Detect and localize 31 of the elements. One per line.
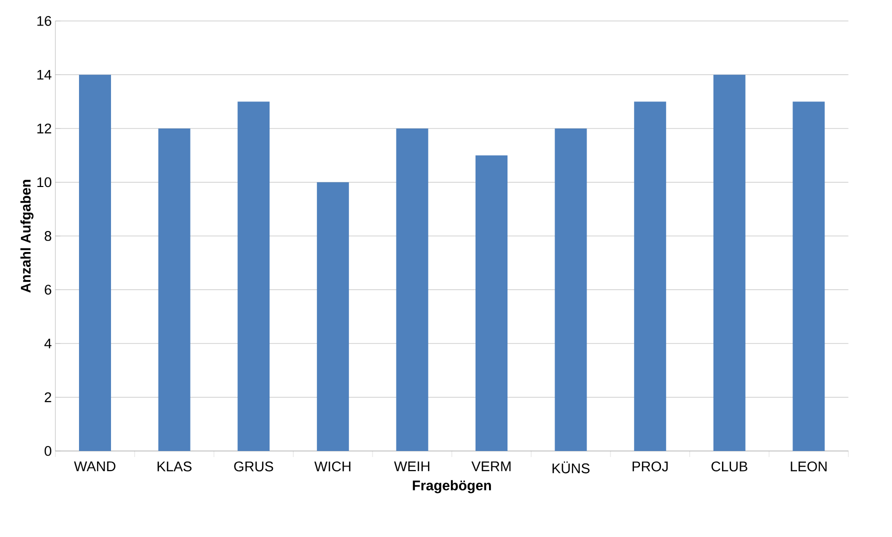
y-tick-label: 6	[44, 284, 52, 295]
y-tick-label: 4	[44, 338, 52, 348]
bar	[792, 102, 825, 451]
x-tick-label: KLAS	[158, 461, 192, 472]
x-tick-label: KÜNS	[552, 462, 590, 474]
x-tick-label: WICH	[314, 461, 350, 472]
bar	[554, 128, 587, 451]
bar	[396, 128, 428, 451]
x-tick-label: WEIH	[394, 462, 430, 472]
x-tick-label: VERM	[471, 462, 511, 472]
bar	[476, 155, 508, 451]
x-tick-label: CLUB	[712, 461, 748, 472]
y-tick-label: 16	[37, 16, 52, 26]
x-axis-title: Fragebögen	[412, 480, 491, 494]
y-tick-label: 12	[37, 124, 52, 134]
bar	[316, 182, 349, 451]
y-axis-title: Anzahl Aufgaben	[20, 180, 34, 293]
bar	[238, 102, 270, 451]
x-tick-label: LEON	[790, 461, 827, 472]
bar	[158, 128, 190, 451]
y-tick-label: 0	[44, 446, 52, 456]
bar	[713, 74, 746, 451]
bar	[634, 102, 666, 451]
y-tick-label: 2	[44, 392, 52, 402]
x-tick-label: WAND	[74, 462, 116, 472]
x-tick-label: GRUS	[234, 461, 274, 472]
y-tick-label: 10	[37, 177, 52, 188]
y-tick-label: 8	[44, 231, 52, 241]
x-tick-label: PROJ	[632, 461, 668, 472]
y-tick-label: 14	[37, 70, 52, 80]
bar	[79, 74, 112, 451]
